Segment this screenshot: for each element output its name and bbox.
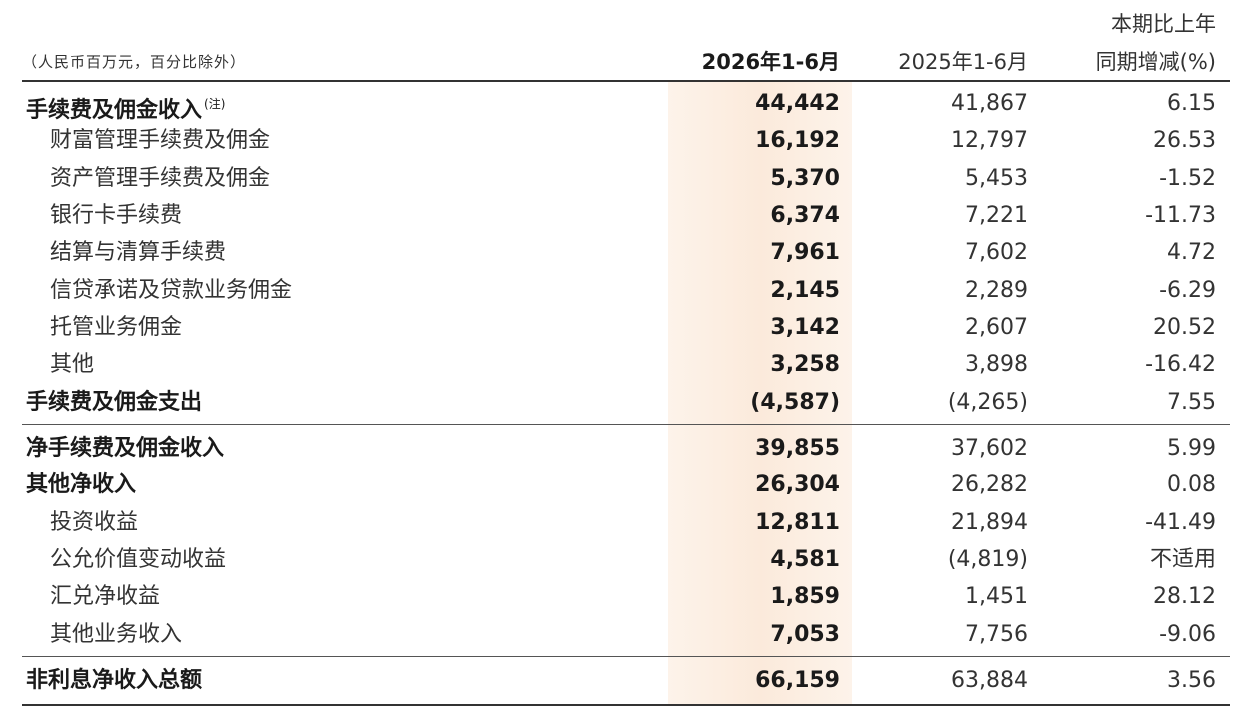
header-current-period: 2026年1-6月 — [701, 50, 840, 74]
table-row: 手续费及佣金收入 (注) 44,442 41,867 6.15 — [0, 86, 1254, 123]
row-label-text: 手续费及佣金收入 — [26, 98, 203, 123]
change-value: 3.56 — [1167, 668, 1216, 693]
table-row: 结算与清算手续费 7,961 7,602 4.72 — [0, 235, 1254, 271]
table-row: 其他 3,258 3,898 -16.42 — [0, 347, 1254, 383]
table-header: （人民币百万元，百分比除外） 2026年1-6月 2025年1-6月 本期比上年… — [0, 0, 1254, 80]
current-value: 16,192 — [755, 128, 840, 153]
prior-value: 2,607 — [965, 315, 1028, 340]
prior-value: 2,289 — [965, 278, 1028, 303]
top-rule — [22, 80, 1230, 82]
change-value: 28.12 — [1153, 584, 1216, 609]
current-value: 2,145 — [770, 278, 840, 303]
table-row: 手续费及佣金支出 (4,587) (4,265) 7.55 — [0, 385, 1254, 421]
row-label: 汇兑净收益 — [50, 584, 161, 609]
table-row: 银行卡手续费 6,374 7,221 -11.73 — [0, 198, 1254, 234]
current-value: 26,304 — [755, 472, 840, 497]
note-marker: (注) — [204, 97, 226, 111]
current-value: 44,442 — [755, 91, 840, 116]
table-row: 托管业务佣金 3,142 2,607 20.52 — [0, 310, 1254, 346]
row-label: 净手续费及佣金收入 — [26, 436, 225, 461]
prior-value: 12,797 — [951, 128, 1028, 153]
change-value: -16.42 — [1145, 352, 1216, 377]
bottom-rule — [22, 704, 1230, 706]
change-value: 20.52 — [1153, 315, 1216, 340]
table-row: 财富管理手续费及佣金 16,192 12,797 26.53 — [0, 123, 1254, 159]
current-value: 3,258 — [770, 352, 840, 377]
current-value: 12,811 — [755, 510, 840, 535]
change-value: 5.99 — [1167, 436, 1216, 461]
row-label: 非利息净收入总额 — [26, 668, 203, 693]
row-label: 资产管理手续费及佣金 — [50, 166, 271, 191]
table-row: 汇兑净收益 1,859 1,451 28.12 — [0, 579, 1254, 615]
prior-value: 3,898 — [965, 352, 1028, 377]
current-value: (4,587) — [750, 390, 840, 415]
prior-value: (4,819) — [947, 547, 1028, 572]
change-value: -41.49 — [1145, 510, 1216, 535]
change-value: 不适用 — [1149, 547, 1216, 572]
row-label: 结算与清算手续费 — [50, 240, 227, 265]
current-value: 39,855 — [755, 436, 840, 461]
change-value: 4.72 — [1167, 240, 1216, 265]
prior-value: 7,602 — [965, 240, 1028, 265]
total-rule — [22, 656, 1230, 657]
change-value: 7.55 — [1167, 390, 1216, 415]
row-label: 投资收益 — [50, 510, 139, 535]
prior-value: 63,884 — [951, 668, 1028, 693]
change-value: 6.15 — [1167, 91, 1216, 116]
section-rule — [22, 424, 1230, 425]
table-row: 资产管理手续费及佣金 5,370 5,453 -1.52 — [0, 161, 1254, 197]
prior-value: (4,265) — [947, 390, 1028, 415]
prior-value: 5,453 — [965, 166, 1028, 191]
change-value: -1.52 — [1159, 166, 1216, 191]
current-value: 7,961 — [770, 240, 840, 265]
current-value: 66,159 — [755, 668, 840, 693]
row-label: 其他业务收入 — [50, 622, 183, 647]
header-change-line2: 同期增减(%) — [1095, 50, 1216, 74]
prior-value: 37,602 — [951, 436, 1028, 461]
prior-value: 26,282 — [951, 472, 1028, 497]
table-row: 投资收益 12,811 21,894 -41.49 — [0, 505, 1254, 541]
table-row: 信贷承诺及贷款业务佣金 2,145 2,289 -6.29 — [0, 273, 1254, 309]
table-row: 其他业务收入 7,053 7,756 -9.06 — [0, 617, 1254, 653]
change-value: 26.53 — [1153, 128, 1216, 153]
prior-value: 41,867 — [951, 91, 1028, 116]
row-label: 银行卡手续费 — [50, 203, 183, 228]
row-label: 手续费及佣金支出 — [26, 390, 203, 415]
row-label: 信贷承诺及贷款业务佣金 — [50, 278, 293, 303]
change-value: 0.08 — [1167, 472, 1216, 497]
change-value: -6.29 — [1159, 278, 1216, 303]
header-change-line1: 本期比上年 — [1111, 12, 1216, 36]
table-row: 净手续费及佣金收入 39,855 37,602 5.99 — [0, 431, 1254, 467]
row-label: 公允价值变动收益 — [50, 547, 227, 572]
prior-value: 7,756 — [965, 622, 1028, 647]
change-value: -9.06 — [1159, 622, 1216, 647]
prior-value: 1,451 — [965, 584, 1028, 609]
row-label: 托管业务佣金 — [50, 315, 183, 340]
unit-note: （人民币百万元，百分比除外） — [22, 53, 247, 71]
change-value: -11.73 — [1145, 203, 1216, 228]
current-period-highlight — [668, 82, 852, 705]
table-row: 其他净收入 26,304 26,282 0.08 — [0, 467, 1254, 503]
table-row: 公允价值变动收益 4,581 (4,819) 不适用 — [0, 542, 1254, 578]
current-value: 3,142 — [770, 315, 840, 340]
row-label: 其他净收入 — [26, 472, 137, 497]
current-value: 7,053 — [770, 622, 840, 647]
prior-value: 7,221 — [965, 203, 1028, 228]
header-prior-period: 2025年1-6月 — [898, 50, 1028, 74]
current-value: 5,370 — [770, 166, 840, 191]
current-value: 4,581 — [770, 547, 840, 572]
table-row-total: 非利息净收入总额 66,159 63,884 3.56 — [0, 663, 1254, 699]
row-label: 财富管理手续费及佣金 — [50, 128, 271, 153]
prior-value: 21,894 — [951, 510, 1028, 535]
row-label: 手续费及佣金收入 (注) — [26, 86, 225, 129]
current-value: 6,374 — [770, 203, 840, 228]
current-value: 1,859 — [770, 584, 840, 609]
row-label: 其他 — [50, 352, 95, 377]
